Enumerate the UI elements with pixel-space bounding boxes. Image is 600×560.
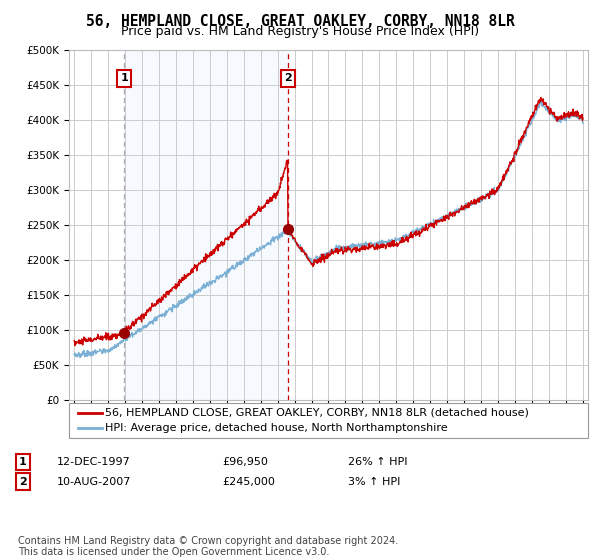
Text: Price paid vs. HM Land Registry's House Price Index (HPI): Price paid vs. HM Land Registry's House … [121, 25, 479, 38]
Bar [124, 50, 288, 400]
Text: 12-DEC-1997: 12-DEC-1997 [57, 457, 131, 467]
Text: HPI: Average price, detached house, North Northamptonshire: HPI: Average price, detached house, Nort… [105, 423, 448, 433]
Text: £245,000: £245,000 [222, 477, 275, 487]
Text: 56, HEMPLAND CLOSE, GREAT OAKLEY, CORBY, NN18 8LR: 56, HEMPLAND CLOSE, GREAT OAKLEY, CORBY,… [86, 14, 514, 29]
Text: £96,950: £96,950 [222, 457, 268, 467]
Text: 3% ↑ HPI: 3% ↑ HPI [348, 477, 400, 487]
Text: 56, HEMPLAND CLOSE, GREAT OAKLEY, CORBY, NN18 8LR (detached house): 56, HEMPLAND CLOSE, GREAT OAKLEY, CORBY,… [105, 408, 529, 418]
Text: 2: 2 [19, 477, 26, 487]
Text: 10-AUG-2007: 10-AUG-2007 [57, 477, 131, 487]
Text: 1: 1 [120, 73, 128, 83]
Text: 1: 1 [19, 457, 26, 467]
Text: 26% ↑ HPI: 26% ↑ HPI [348, 457, 407, 467]
Text: 2: 2 [284, 73, 292, 83]
Text: Contains HM Land Registry data © Crown copyright and database right 2024.
This d: Contains HM Land Registry data © Crown c… [18, 535, 398, 557]
